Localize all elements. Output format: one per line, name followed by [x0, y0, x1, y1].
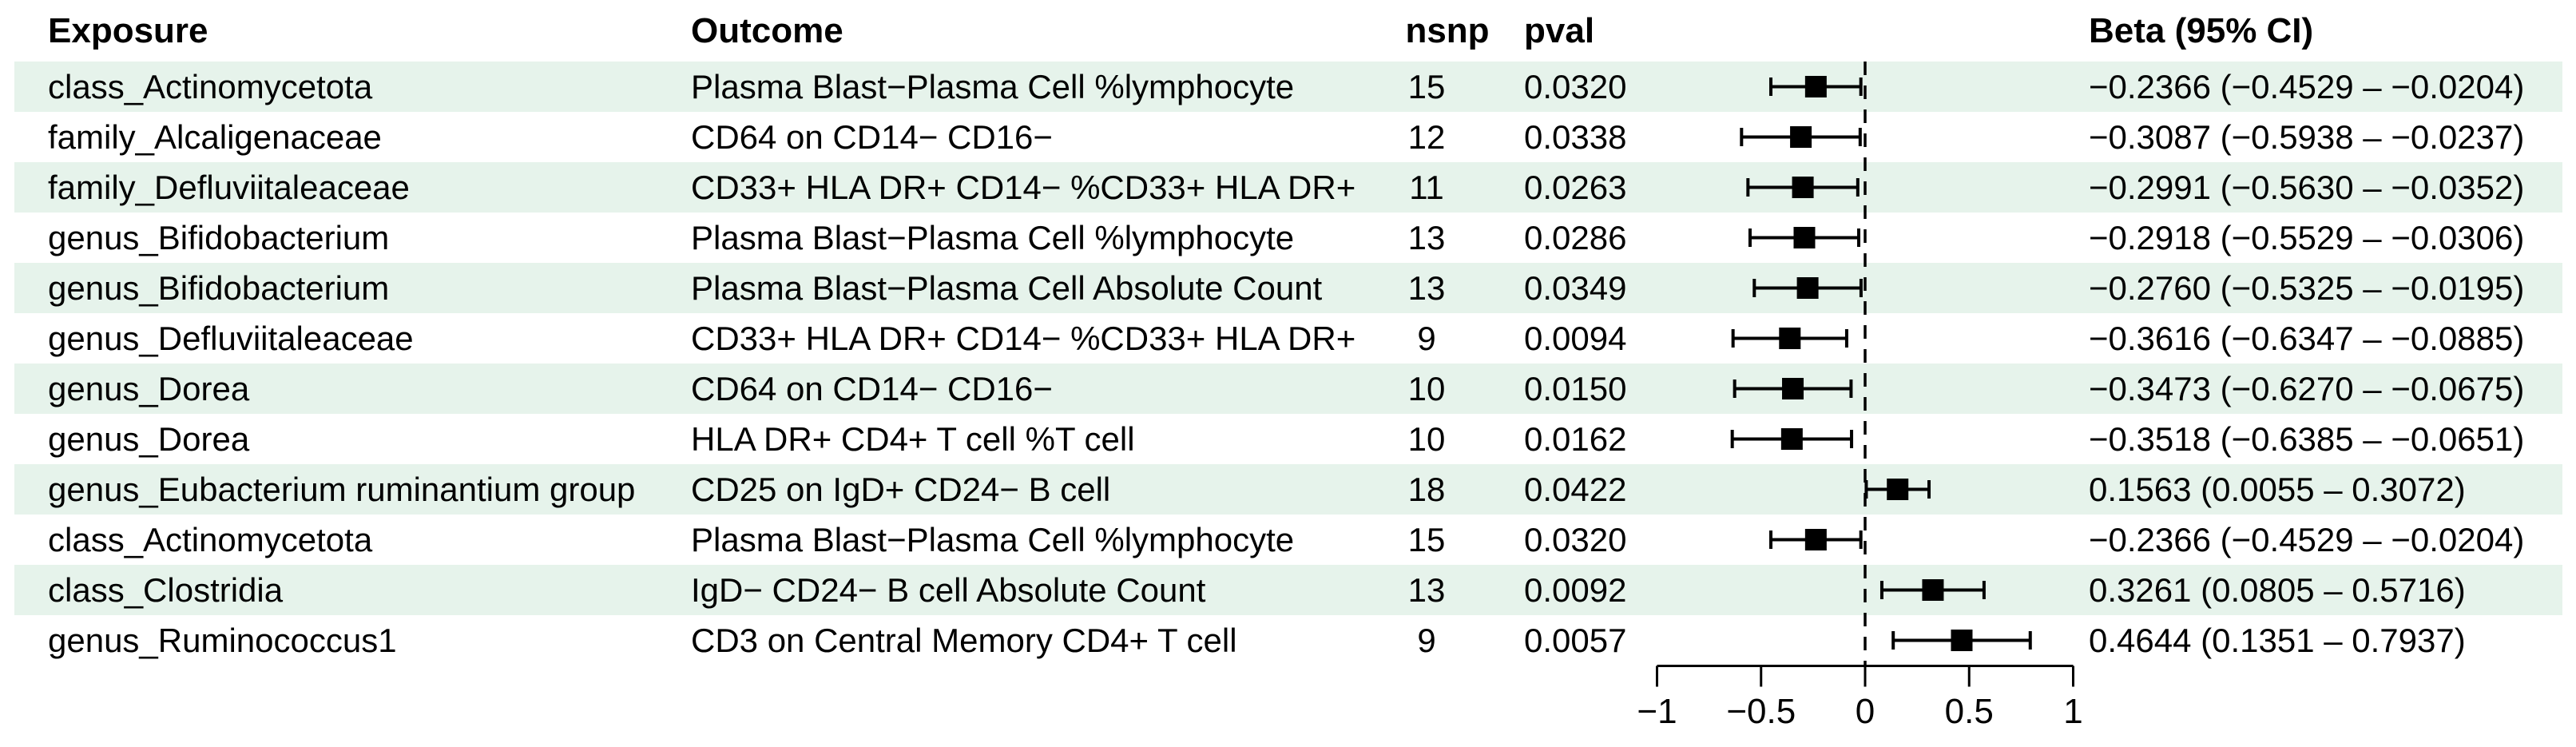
table-row: genus_Ruminococcus1 CD3 on Central Memory…	[14, 615, 2562, 666]
nsnp-cell: 9	[1417, 320, 1436, 357]
nsnp-cell: 13	[1407, 571, 1446, 609]
nsnp-cell: 10	[1407, 420, 1446, 458]
pval-cell: 0.0057	[1524, 622, 1627, 659]
outcome-cell: CD64 on CD14− CD16−	[691, 118, 1053, 156]
table-row: genus_Eubacterium ruminantium group CD25 …	[14, 464, 2562, 515]
pval-cell: 0.0092	[1524, 571, 1627, 609]
nsnp-cell: 10	[1407, 370, 1446, 407]
pval-cell: 0.0150	[1524, 370, 1627, 407]
beta-ci-cell: 0.3261 (0.0805 – 0.5716)	[2089, 571, 2466, 609]
beta-ci-cell: −0.3473 (−0.6270 – −0.0675)	[2089, 370, 2525, 407]
exposure-cell: class_Actinomycetota	[48, 68, 373, 105]
pval-cell: 0.0422	[1524, 471, 1627, 508]
outcome-cell: IgD− CD24− B cell Absolute Count	[691, 571, 1206, 609]
beta-ci-cell: 0.1563 (0.0055 – 0.3072)	[2089, 471, 2466, 508]
axis-tick-label: −1	[1637, 692, 1677, 731]
table-row: family_Defluviitaleaceae CD33+ HLA DR+ CD…	[14, 162, 2562, 213]
beta-ci-cell: −0.3616 (−0.6347 – −0.0885)	[2089, 320, 2525, 357]
header-nsnp: nsnp	[1405, 11, 1490, 50]
outcome-cell: Plasma Blast−Plasma Cell %lymphocyte	[691, 521, 1295, 558]
table-row: genus_Bifidobacterium Plasma Blast−Plasma…	[14, 213, 2562, 263]
nsnp-cell: 9	[1417, 622, 1436, 659]
exposure-cell: class_Clostridia	[48, 571, 284, 609]
exposure-cell: genus_Ruminococcus1	[48, 622, 397, 659]
exposure-cell: genus_Defluviitaleaceae	[48, 320, 414, 357]
exposure-cell: genus_Eubacterium ruminantium group	[48, 471, 636, 508]
axis-tick-label: 0.5	[1945, 692, 1994, 731]
nsnp-cell: 15	[1407, 521, 1446, 558]
beta-ci-cell: −0.2366 (−0.4529 – −0.0204)	[2089, 68, 2525, 105]
pval-cell: 0.0338	[1524, 118, 1627, 156]
outcome-cell: Plasma Blast−Plasma Cell %lymphocyte	[691, 219, 1295, 256]
exposure-cell: genus_Dorea	[48, 420, 250, 458]
pval-cell: 0.0286	[1524, 219, 1627, 256]
axis-tick-label: −0.5	[1726, 692, 1796, 731]
exposure-cell: family_Alcaligenaceae	[48, 118, 382, 156]
axis-tick-label: 1	[2063, 692, 2082, 731]
outcome-cell: Plasma Blast−Plasma Cell Absolute Count	[691, 269, 1323, 307]
beta-ci-cell: 0.4644 (0.1351 – 0.7937)	[2089, 622, 2466, 659]
exposure-cell: class_Actinomycetota	[48, 521, 373, 558]
pval-cell: 0.0320	[1524, 68, 1627, 105]
exposure-cell: family_Defluviitaleaceae	[48, 169, 410, 206]
outcome-cell: CD25 on IgD+ CD24− B cell	[691, 471, 1111, 508]
pval-cell: 0.0349	[1524, 269, 1627, 307]
pval-cell: 0.0162	[1524, 420, 1627, 458]
nsnp-cell: 11	[1409, 169, 1444, 206]
nsnp-cell: 13	[1407, 219, 1446, 256]
table-row: genus_Bifidobacterium Plasma Blast−Plasma…	[14, 263, 2562, 313]
exposure-cell: genus_Bifidobacterium	[48, 269, 390, 307]
beta-ci-cell: −0.3087 (−0.5938 – −0.0237)	[2089, 118, 2525, 156]
beta-ci-cell: −0.2760 (−0.5325 – −0.0195)	[2089, 269, 2525, 307]
table-row: class_Actinomycetota Plasma Blast−Plasma …	[14, 62, 2562, 112]
header-pval: pval	[1524, 11, 1595, 50]
beta-ci-cell: −0.3518 (−0.6385 – −0.0651)	[2089, 420, 2525, 458]
outcome-cell: CD3 on Central Memory CD4+ T cell	[691, 622, 1237, 659]
nsnp-cell: 15	[1407, 68, 1446, 105]
beta-ci-cell: −0.2918 (−0.5529 – −0.0306)	[2089, 219, 2525, 256]
table-header-row: Exposure Outcome nsnp pval Beta (95% CI)	[0, 0, 2576, 62]
outcome-cell: CD33+ HLA DR+ CD14− %CD33+ HLA DR+	[691, 320, 1356, 357]
nsnp-cell: 12	[1407, 118, 1446, 156]
nsnp-cell: 18	[1407, 471, 1446, 508]
outcome-cell: Plasma Blast−Plasma Cell %lymphocyte	[691, 68, 1295, 105]
table-row: genus_Dorea HLA DR+ CD4+ T cell %T cell 10…	[14, 414, 2562, 464]
outcome-cell: CD33+ HLA DR+ CD14− %CD33+ HLA DR+	[691, 169, 1356, 206]
exposure-cell: genus_Bifidobacterium	[48, 219, 390, 256]
table-row: class_Clostridia IgD− CD24− B cell Absolu…	[14, 565, 2562, 615]
table-row: family_Alcaligenaceae CD64 on CD14− CD16−…	[14, 112, 2562, 162]
header-beta-ci: Beta (95% CI)	[2089, 11, 2314, 50]
outcome-cell: CD64 on CD14− CD16−	[691, 370, 1053, 407]
pval-cell: 0.0094	[1524, 320, 1627, 357]
nsnp-cell: 13	[1407, 269, 1446, 307]
axis-tick-label: 0	[1856, 692, 1875, 731]
table-row: genus_Defluviitaleaceae CD33+ HLA DR+ CD1…	[14, 313, 2562, 364]
exposure-cell: genus_Dorea	[48, 370, 250, 407]
table-row: class_Actinomycetota Plasma Blast−Plasma …	[14, 515, 2562, 565]
beta-ci-cell: −0.2366 (−0.4529 – −0.0204)	[2089, 521, 2525, 558]
header-outcome: Outcome	[691, 11, 843, 50]
beta-ci-cell: −0.2991 (−0.5630 – −0.0352)	[2089, 169, 2525, 206]
pval-cell: 0.0320	[1524, 521, 1627, 558]
header-exposure: Exposure	[48, 11, 208, 50]
table-row: genus_Dorea CD64 on CD14− CD16− 10 0.0150 −0…	[14, 364, 2562, 414]
pval-cell: 0.0263	[1524, 169, 1627, 206]
outcome-cell: HLA DR+ CD4+ T cell %T cell	[691, 420, 1135, 458]
